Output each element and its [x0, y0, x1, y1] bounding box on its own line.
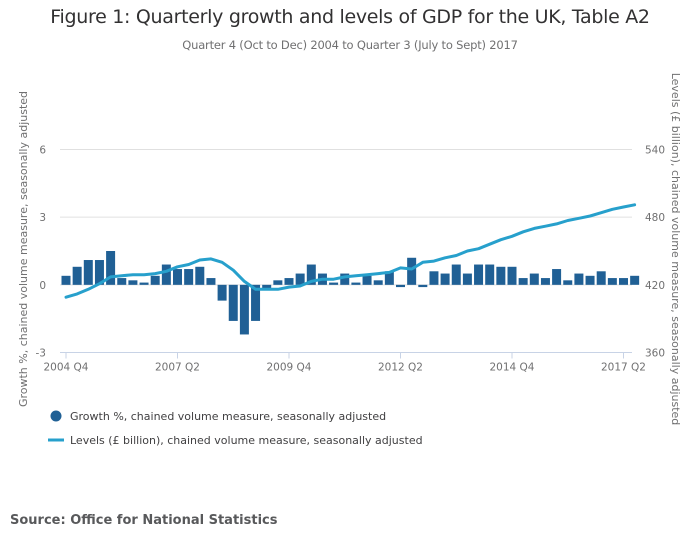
growth-bar[interactable] [262, 284, 272, 290]
growth-bar[interactable] [295, 273, 305, 285]
left-tick-label: 6 [39, 145, 46, 157]
growth-bar[interactable] [563, 280, 573, 285]
growth-bar[interactable] [373, 280, 383, 285]
growth-bar[interactable] [418, 284, 428, 288]
growth-bar[interactable] [540, 278, 550, 285]
growth-bar[interactable] [362, 275, 372, 285]
x-tick-label: 2009 Q4 [266, 362, 311, 374]
growth-bar[interactable] [206, 278, 216, 285]
growth-bar[interactable] [251, 284, 261, 321]
growth-bar[interactable] [61, 275, 71, 285]
chart-subtitle: Quarter 4 (Oct to Dec) 2004 to Quarter 3… [182, 38, 518, 52]
growth-bar[interactable] [195, 266, 205, 285]
x-axis: 2004 Q4 2007 Q2 2009 Q4 2012 Q2 2014 Q4 2017 … [43, 352, 646, 374]
left-axis-ticks: -3 0 3 6 [36, 145, 47, 360]
growth-bar[interactable] [128, 280, 138, 285]
growth-bar[interactable] [496, 266, 506, 285]
growth-bar[interactable] [173, 269, 182, 285]
growth-bar[interactable] [273, 280, 283, 285]
right-tick-label: 540 [645, 145, 665, 157]
growth-bar[interactable] [351, 282, 361, 285]
right-axis-ticks: 360 420 480 540 [645, 145, 665, 360]
growth-bar[interactable] [217, 284, 227, 301]
growth-bar[interactable] [451, 264, 461, 285]
right-tick-label: 420 [645, 280, 665, 292]
legend-item-growth[interactable]: Growth %, chained volume measure, season… [50, 410, 387, 423]
growth-bar[interactable] [340, 273, 350, 285]
growth-bar[interactable] [574, 273, 584, 285]
right-tick-label: 360 [645, 348, 665, 360]
growth-bar[interactable] [396, 284, 405, 288]
growth-bar[interactable] [150, 275, 160, 285]
growth-bar[interactable] [607, 278, 617, 285]
left-axis-title: Growth %, chained volume measure, season… [17, 91, 30, 407]
growth-bar[interactable] [228, 284, 238, 321]
left-tick-label: -3 [36, 348, 46, 360]
growth-bar[interactable] [161, 264, 171, 285]
growth-bar[interactable] [407, 257, 417, 285]
levels-line-group [64, 203, 637, 299]
growth-bar[interactable] [329, 282, 339, 285]
legend-levels-line-icon [48, 438, 64, 442]
growth-bar[interactable] [306, 264, 316, 285]
growth-bar[interactable] [630, 275, 640, 285]
growth-bar[interactable] [72, 266, 82, 285]
source-note: Source: Office for National Statistics [10, 513, 278, 528]
growth-bar[interactable] [284, 278, 294, 285]
legend-growth-marker-icon [50, 410, 62, 422]
gridlines [60, 149, 632, 286]
levels-line[interactable] [64, 203, 637, 299]
growth-bar[interactable] [440, 273, 450, 285]
legend-levels-label: Levels (£ billion), chained volume measu… [70, 434, 423, 447]
growth-bar[interactable] [585, 275, 595, 285]
growth-bar[interactable] [529, 273, 539, 285]
chart-title: Figure 1: Quarterly growth and levels of… [50, 6, 650, 28]
growth-bar[interactable] [139, 282, 149, 285]
left-tick-label: 0 [39, 280, 46, 292]
legend-item-levels[interactable]: Levels (£ billion), chained volume measu… [48, 434, 423, 447]
legend-growth-label: Growth %, chained volume measure, season… [70, 410, 386, 423]
right-tick-label: 480 [645, 212, 665, 224]
growth-bar[interactable] [106, 251, 116, 285]
x-tick-label: 2014 Q4 [489, 362, 534, 374]
growth-bar[interactable] [429, 271, 439, 285]
growth-bar[interactable] [518, 278, 528, 285]
growth-bar[interactable] [596, 271, 606, 285]
growth-bars [61, 251, 640, 335]
right-axis-title: Levels (£ billion), chained volume measu… [669, 73, 682, 426]
growth-bar[interactable] [184, 269, 194, 285]
x-tick-label: 2017 Q2 [601, 362, 646, 374]
growth-bar[interactable] [552, 269, 562, 285]
left-tick-label: 3 [39, 212, 46, 224]
growth-bar[interactable] [117, 278, 127, 285]
growth-bar[interactable] [507, 266, 517, 285]
growth-bar[interactable] [239, 284, 249, 335]
growth-bar[interactable] [94, 260, 104, 285]
x-tick-label: 2012 Q2 [378, 362, 423, 374]
x-tick-label: 2004 Q4 [43, 362, 88, 374]
growth-bar[interactable] [83, 260, 93, 285]
growth-bar[interactable] [462, 273, 472, 285]
growth-bar[interactable] [384, 271, 394, 285]
growth-bar[interactable] [474, 264, 484, 285]
legend: Growth %, chained volume measure, season… [48, 410, 423, 447]
x-tick-label: 2007 Q2 [155, 362, 200, 374]
growth-bar[interactable] [619, 278, 628, 285]
growth-bar[interactable] [485, 264, 495, 285]
